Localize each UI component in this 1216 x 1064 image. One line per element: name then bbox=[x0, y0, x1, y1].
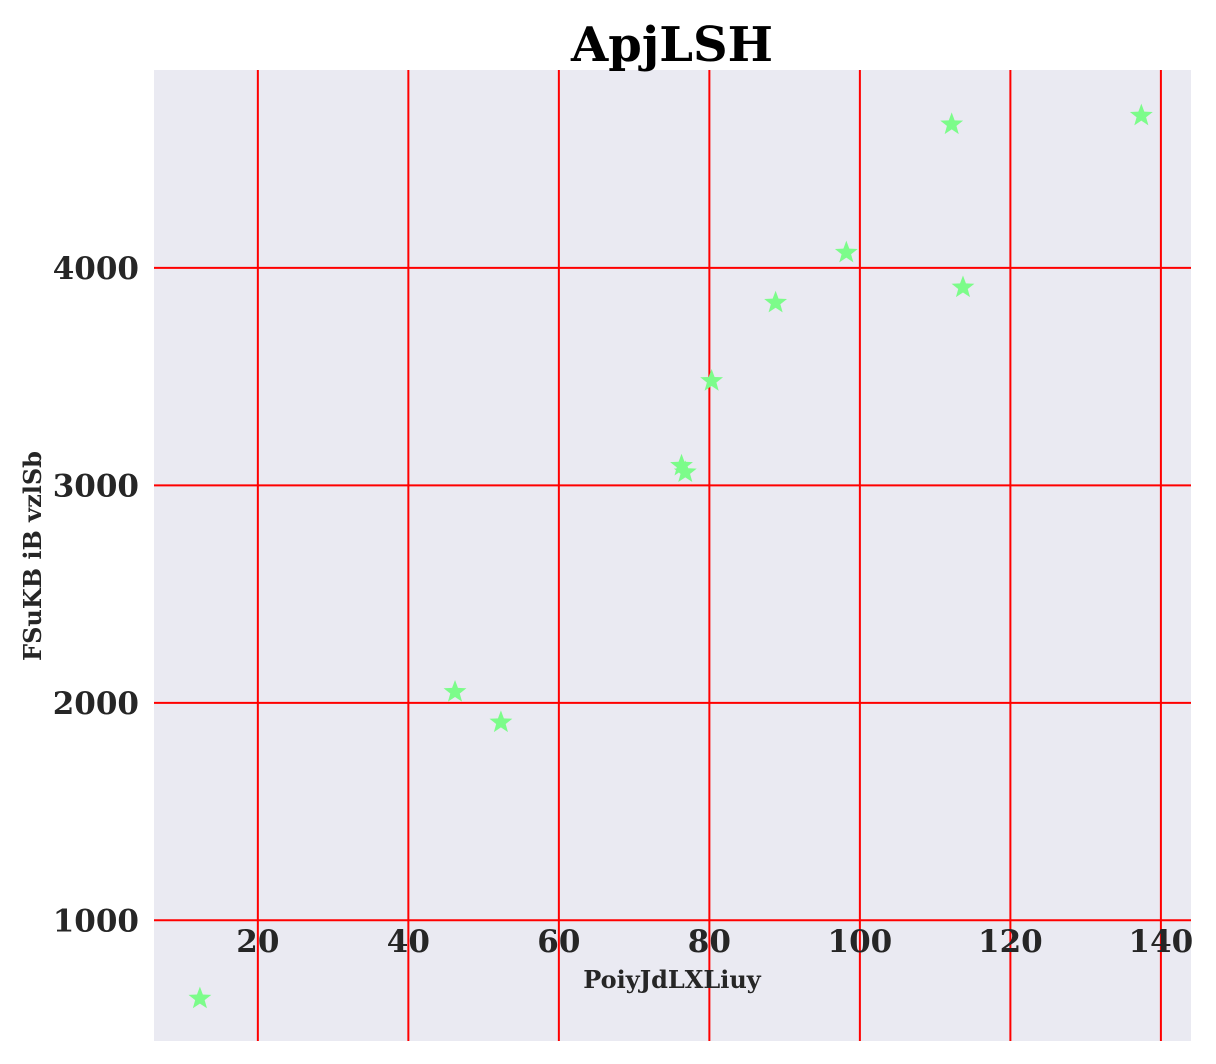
y-tick-label: 4000 bbox=[53, 251, 139, 287]
scatter-point bbox=[700, 368, 724, 391]
x-tick-label: 120 bbox=[978, 924, 1043, 960]
x-axis-label: PoiyJdLXLiuy bbox=[583, 965, 762, 994]
scatter-point bbox=[670, 453, 693, 476]
scatter-point bbox=[1129, 103, 1153, 126]
x-tick-label: 40 bbox=[387, 924, 430, 960]
scatter-point bbox=[489, 710, 513, 733]
scatter-point bbox=[940, 112, 964, 135]
y-tick-label: 2000 bbox=[53, 686, 139, 722]
scatter-point bbox=[764, 290, 788, 313]
grid-lines bbox=[154, 70, 1191, 1041]
x-tick-label: 100 bbox=[828, 924, 893, 960]
x-tick-label: 60 bbox=[537, 924, 580, 960]
chart-title: ApjLSH bbox=[570, 17, 773, 73]
x-tick-label: 20 bbox=[236, 924, 279, 960]
data-points bbox=[188, 103, 1153, 1009]
scatter-point bbox=[673, 460, 697, 483]
y-axis-label: FSuKB iB vzlSb bbox=[18, 451, 47, 661]
scatter-point bbox=[443, 679, 467, 702]
y-tick-label: 1000 bbox=[53, 903, 139, 939]
scatter-point bbox=[834, 240, 858, 263]
x-tick-label: 140 bbox=[1129, 924, 1194, 960]
tick-labels: 20 40 60 80 100 120 140 1000 2000 3000 4000 bbox=[53, 251, 1194, 960]
scatter-point bbox=[188, 986, 212, 1009]
y-tick-label: 3000 bbox=[53, 468, 139, 504]
scatter-point bbox=[951, 275, 975, 298]
x-tick-label: 80 bbox=[688, 924, 731, 960]
plot-background bbox=[154, 70, 1191, 1041]
